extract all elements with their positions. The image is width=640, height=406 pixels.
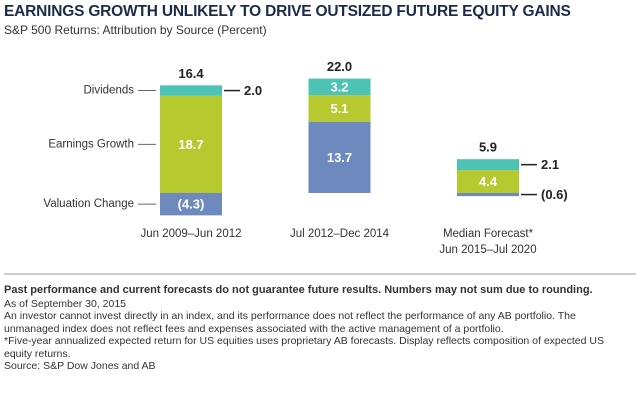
x-tick-label: Jun 2009–Jun 2012 bbox=[140, 228, 242, 240]
bar-segment bbox=[457, 159, 519, 171]
bar-segment bbox=[308, 121, 371, 193]
data-label: 4.4 bbox=[479, 174, 498, 189]
bar-segment bbox=[308, 95, 371, 122]
bar-segment bbox=[457, 170, 519, 193]
bar-segment bbox=[160, 95, 222, 193]
bar-segment bbox=[160, 85, 222, 96]
data-label: (4.3) bbox=[178, 197, 205, 212]
note-line: *Five-year annualized expected return fo… bbox=[4, 335, 604, 360]
legend-label: Dividends bbox=[84, 85, 135, 97]
data-label: 13.7 bbox=[327, 150, 352, 165]
x-tick-label: Median Forecast* Jun 2015–Jul 2020 bbox=[439, 228, 537, 256]
total-label: 16.4 bbox=[178, 66, 204, 81]
data-label: 18.7 bbox=[178, 137, 203, 152]
total-label: 5.9 bbox=[479, 140, 497, 155]
data-label: 2.0 bbox=[244, 83, 262, 98]
data-label: 2.1 bbox=[541, 157, 559, 172]
total-label: 22.0 bbox=[327, 59, 352, 74]
note-line: An investor cannot invest directly in an… bbox=[4, 310, 576, 335]
data-label: 3.2 bbox=[330, 79, 348, 94]
x-tick-label: Jul 2012–Dec 2014 bbox=[289, 228, 390, 240]
note-line: Source: S&P Dow Jones and AB bbox=[4, 360, 156, 372]
chart-title: EARNINGS GROWTH UNLIKELY TO DRIVE OUTSIZ… bbox=[4, 3, 571, 20]
bar-segment bbox=[160, 193, 222, 216]
chart-subtitle: S&P 500 Returns: Attribution by Source (… bbox=[4, 23, 267, 37]
data-label: 5.1 bbox=[330, 101, 348, 116]
legend-label: Valuation Change bbox=[43, 198, 134, 210]
legend-label: Earnings Growth bbox=[48, 138, 134, 150]
data-label: (0.6) bbox=[541, 187, 568, 202]
note-line: As of September 30, 2015 bbox=[4, 297, 126, 310]
bar-segment bbox=[308, 78, 371, 96]
notes: Past performance and current forecasts d… bbox=[4, 284, 634, 373]
disclaimer: Past performance and current forecasts d… bbox=[4, 284, 593, 296]
chart: (4.3) Valuation Change 18.7 Earnings Growth… bbox=[4, 59, 636, 275]
bar-segment bbox=[457, 193, 519, 197]
